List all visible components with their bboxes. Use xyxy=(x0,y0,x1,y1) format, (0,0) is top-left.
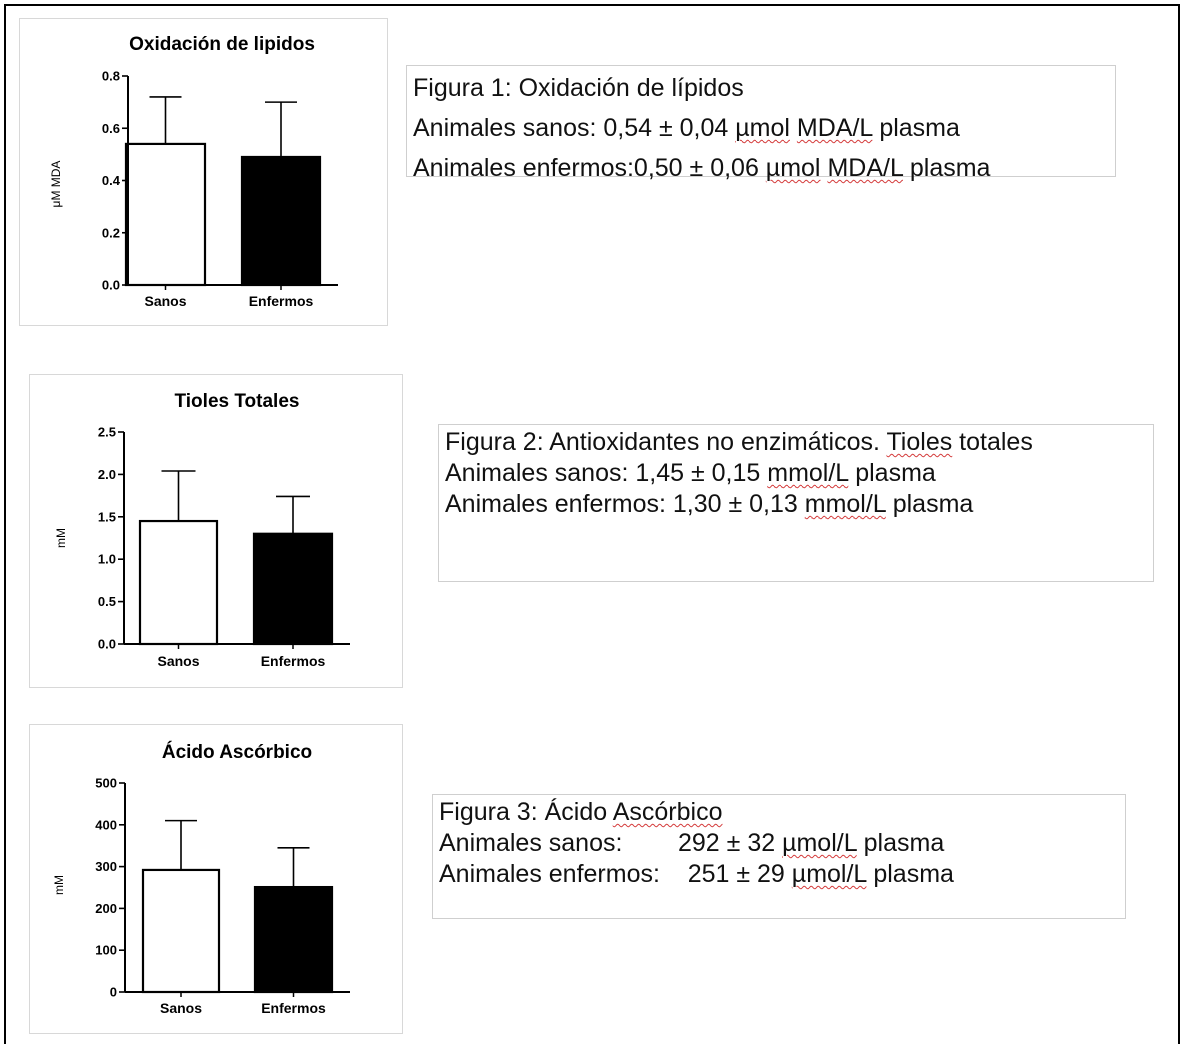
caption-text: Animales sanos: 1,45 ± 0,15 xyxy=(445,459,768,487)
caption-line: Figura 1: Oxidación de lípidos xyxy=(413,68,1109,108)
caption-line: Animales enfermos: 1,30 ± 0,13 mmol/L pl… xyxy=(445,489,1147,520)
caption-line: Animales enfermos:0,50 ± 0,06 µmol MDA/L… xyxy=(413,148,1109,188)
x-tick-label: Enfermos xyxy=(249,293,314,309)
y-axis-label: μM MDA xyxy=(49,161,63,208)
y-tick-label: 0.5 xyxy=(98,594,116,609)
chart-title: Oxidación de lipidos xyxy=(129,34,315,55)
bar-enfermos xyxy=(252,532,334,646)
y-tick-label: 0.4 xyxy=(102,173,121,188)
spellcheck-flagged-word: µmol/L xyxy=(782,829,857,857)
chart-svg: Oxidación de lipidos μM MDA Sanos Enfermos 0… xyxy=(49,34,338,309)
chart-title: Ácido Ascórbico xyxy=(162,741,312,763)
caption-text: plasma xyxy=(872,114,960,142)
spellcheck-flagged-word: Ascórbico xyxy=(612,798,723,826)
caption-line: Animales enfermos: 251 ± 29 µmol/L plasm… xyxy=(439,859,1119,890)
caption-text: Animales enfermos:0,50 ± 0,06 xyxy=(413,154,766,182)
caption-text: totales xyxy=(952,428,1033,456)
caption-text: Animales enfermos: 1,30 ± 0,13 xyxy=(445,490,805,518)
spellcheck-flagged-word: MDA/L xyxy=(827,154,903,182)
x-tick-label: Sanos xyxy=(144,293,186,309)
x-tick-label: Sanos xyxy=(157,653,199,669)
bar-enfermos xyxy=(253,885,334,994)
caption-text: plasma xyxy=(866,860,954,888)
y-tick-label: 0.0 xyxy=(98,637,116,652)
caption-line: Animales sanos: 0,54 ± 0,04 µmol MDA/L p… xyxy=(413,108,1109,148)
chart-svg: Tioles Totales mM Sanos Enfermos 0.0 0.5 1.0 1.… xyxy=(54,391,350,669)
y-axis-label: mM xyxy=(52,875,66,895)
bar-sanos xyxy=(138,519,219,646)
y-axis-label: mM xyxy=(54,528,68,548)
caption-text: Animales sanos: 0,54 ± 0,04 xyxy=(413,114,736,142)
caption-text: Figura 1: Oxidación de lípidos xyxy=(413,74,744,102)
caption-text xyxy=(790,114,797,142)
spellcheck-flagged-word: mmol/L xyxy=(767,459,849,487)
y-tick-label: 400 xyxy=(95,817,117,832)
bar-sanos xyxy=(124,142,207,287)
bar-sanos xyxy=(141,868,221,994)
caption-text: Figura 2: Antioxidantes no enzimáticos. xyxy=(445,428,887,456)
caption-text: plasma xyxy=(885,490,974,518)
bar-enfermos xyxy=(240,155,322,287)
x-tick-label: Enfermos xyxy=(261,1000,326,1016)
y-tick-label: 300 xyxy=(95,859,117,874)
caption-text: Animales enfermos: 251 ± 29 xyxy=(439,860,792,888)
caption-text: plasma xyxy=(902,154,991,182)
y-tick-label: 0.2 xyxy=(102,225,120,240)
caption-text: Figura 3: Ácido xyxy=(439,798,613,826)
spellcheck-flagged-word: µmol/L xyxy=(791,860,867,888)
caption-line: Figura 3: Ácido Ascórbico xyxy=(439,797,1119,828)
y-tick-label: 200 xyxy=(95,901,117,916)
caption-text: plasma xyxy=(856,829,945,857)
chart-svg: Ácido Ascórbico mM Sanos Enfermos 0 100 200 300… xyxy=(52,741,350,1016)
chart-oxidacion-lipidos: Oxidación de lipidos μM MDA Sanos Enfermos 0… xyxy=(19,18,388,326)
y-tick-label: 2.5 xyxy=(98,425,116,440)
caption-figura-3: Figura 3: Ácido Ascórbico Animales sanos:… xyxy=(432,794,1126,919)
spellcheck-flagged-word: µmol xyxy=(765,154,821,182)
caption-text: Animales sanos: 292 ± 32 xyxy=(439,829,783,857)
y-tick-label: 0 xyxy=(110,985,117,1000)
caption-figura-1: Figura 1: Oxidación de lípidos Animales s… xyxy=(406,65,1116,182)
y-tick-label: 0.6 xyxy=(102,121,120,136)
y-tick-label: 1.5 xyxy=(98,509,116,524)
spellcheck-flagged-word: mmol/L xyxy=(804,490,886,518)
caption-line: Animales sanos: 292 ± 32 µmol/L plasma xyxy=(439,828,1119,859)
y-tick-label: 2.0 xyxy=(98,467,116,482)
caption-line: Animales sanos: 1,45 ± 0,15 mmol/L plasm… xyxy=(445,458,1147,489)
chart-acido-ascorbico: Ácido Ascórbico mM Sanos Enfermos 0 100 200 300… xyxy=(29,724,403,1034)
caption-line: Figura 2: Antioxidantes no enzimáticos. … xyxy=(445,427,1147,458)
spellcheck-flagged-word: µmol xyxy=(735,114,790,142)
caption-text: plasma xyxy=(848,459,936,487)
x-tick-label: Sanos xyxy=(160,1000,202,1016)
y-tick-label: 0.8 xyxy=(102,69,120,84)
y-tick-label: 0.0 xyxy=(102,278,120,293)
y-tick-label: 1.0 xyxy=(98,552,116,567)
page-frame xyxy=(4,4,1180,1044)
chart-tioles-totales: Tioles Totales mM Sanos Enfermos 0.0 0.5 1.0 1.… xyxy=(29,374,403,688)
spellcheck-flagged-word: Tioles xyxy=(886,428,953,456)
spellcheck-flagged-word: MDA/L xyxy=(796,114,873,142)
y-tick-label: 500 xyxy=(95,776,117,791)
x-tick-label: Enfermos xyxy=(261,653,326,669)
chart-title: Tioles Totales xyxy=(175,391,300,412)
y-tick-label: 100 xyxy=(95,943,117,958)
caption-figura-2: Figura 2: Antioxidantes no enzimáticos. … xyxy=(438,424,1154,582)
